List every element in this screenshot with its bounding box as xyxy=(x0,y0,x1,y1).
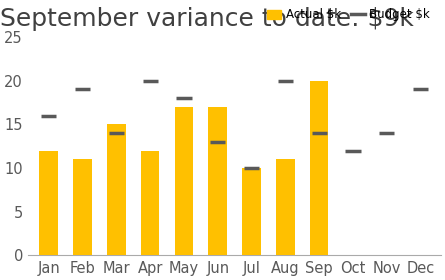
Bar xyxy=(310,81,328,255)
Text: September variance to date: $9k: September variance to date: $9k xyxy=(0,7,413,31)
Bar xyxy=(141,151,159,255)
Bar xyxy=(174,107,193,255)
Bar xyxy=(40,151,58,255)
Legend: Actual $k, Budget $k: Actual $k, Budget $k xyxy=(263,4,435,26)
Bar xyxy=(208,107,227,255)
Bar xyxy=(276,159,295,255)
Bar xyxy=(242,168,261,255)
Bar xyxy=(107,124,125,255)
Bar xyxy=(73,159,92,255)
